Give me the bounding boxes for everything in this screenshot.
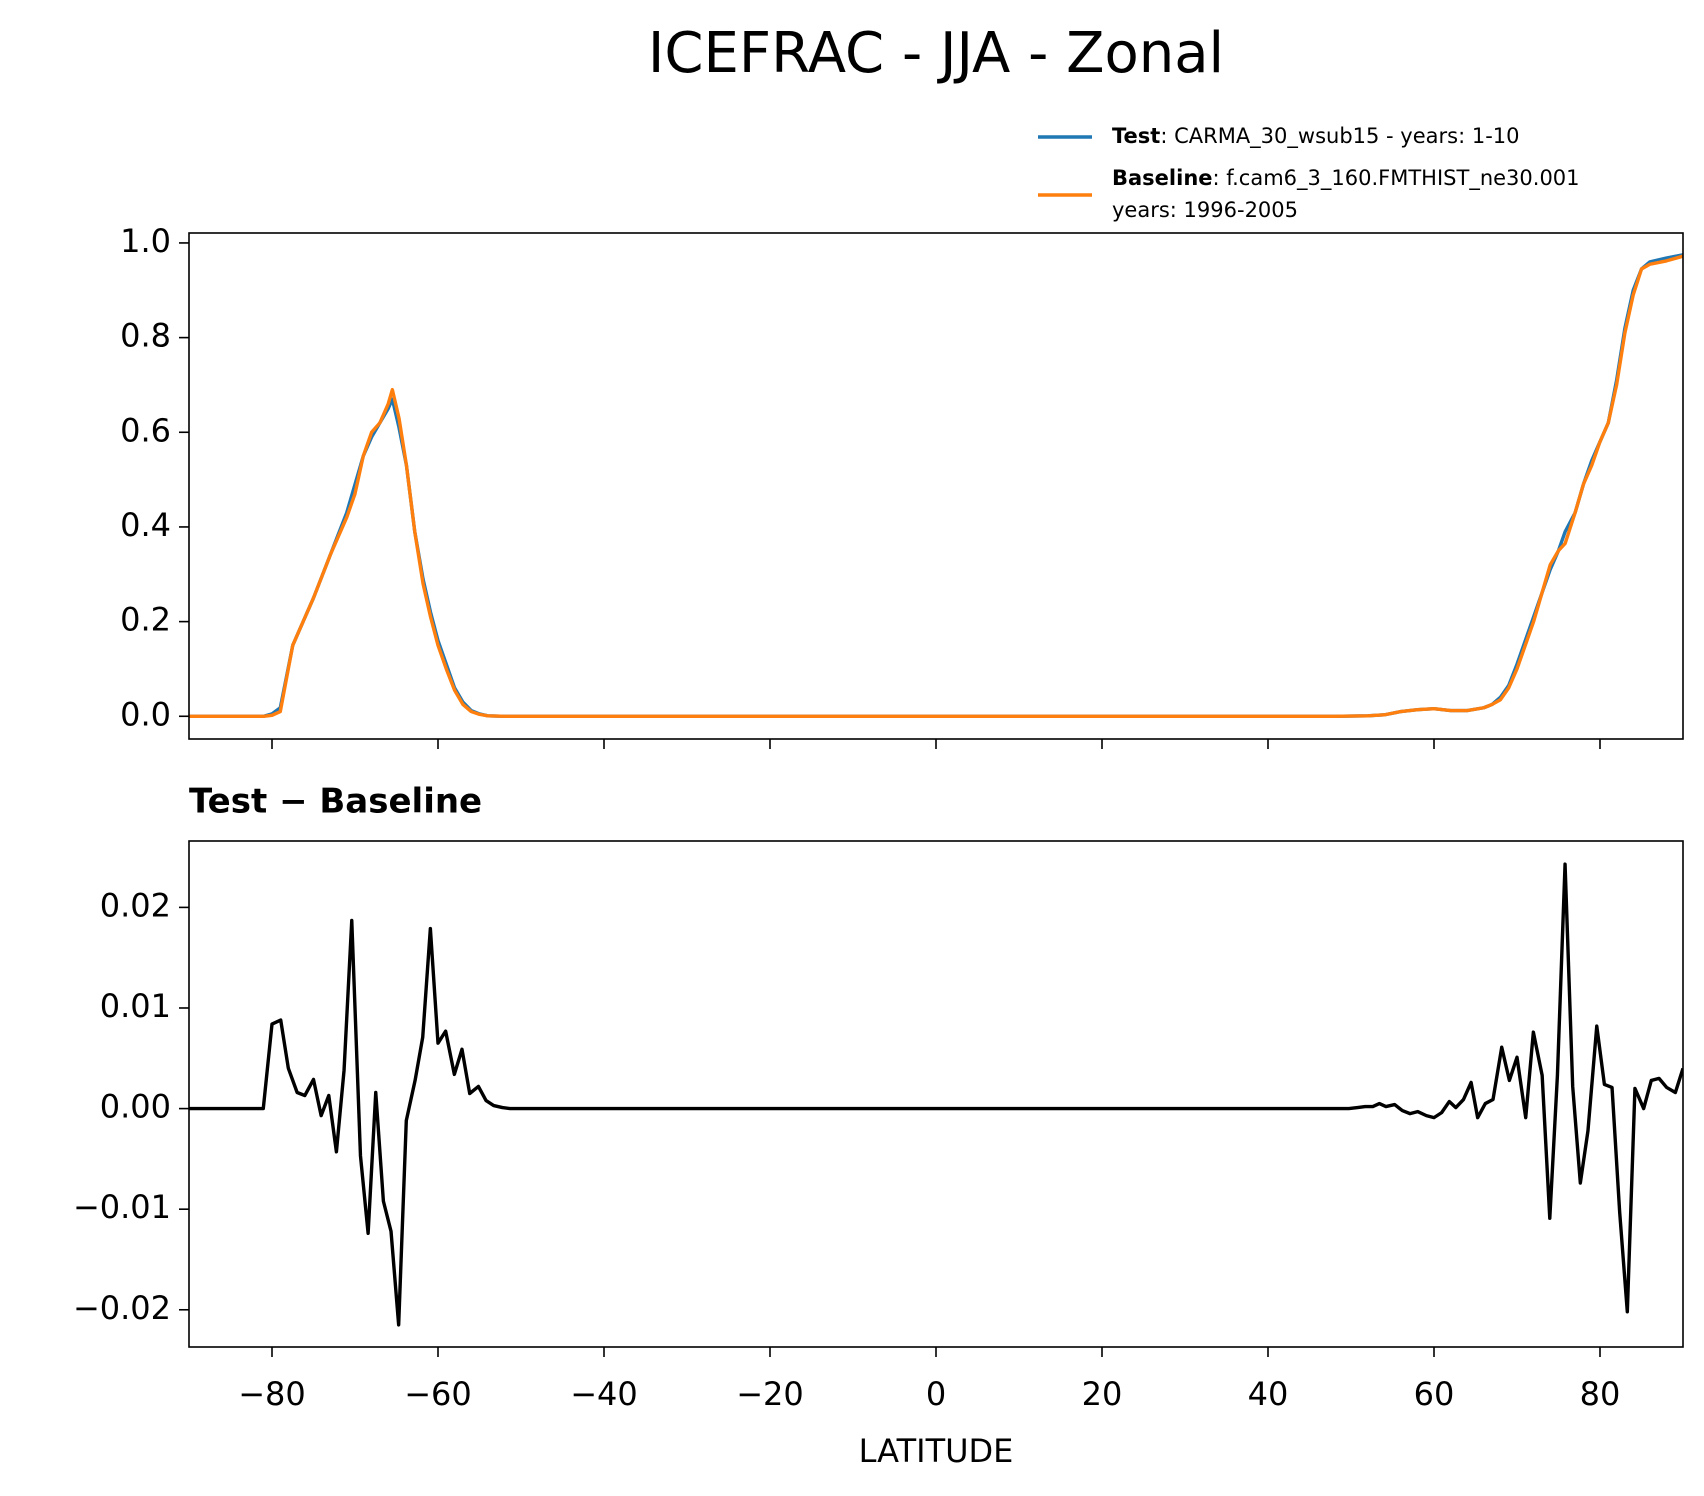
y-tick-label: 0.02 <box>100 886 171 924</box>
subplot-title: Test − Baseline <box>189 782 482 822</box>
y-tick-label: 0.8 <box>120 317 171 355</box>
plot-area <box>189 253 1683 718</box>
x-axis-label: LATITUDE <box>859 1432 1014 1470</box>
x-tick-label: 80 <box>1580 1375 1621 1413</box>
y-tick-label: −0.02 <box>73 1289 171 1327</box>
x-tick-label: 0 <box>926 1375 946 1413</box>
y-tick-label: 0.4 <box>120 506 171 544</box>
axes-frame <box>188 840 1684 1348</box>
y-tick-label: 0.6 <box>120 411 171 449</box>
legend-name: Test <box>1112 124 1160 148</box>
axes-frame <box>188 232 1684 740</box>
x-tick-label: 20 <box>1082 1375 1123 1413</box>
legend-label-2: years: 1996-2005 <box>1112 198 1298 222</box>
legend-entry: Test: CARMA_30_wsub15 - years: 1-10 <box>1112 124 1520 149</box>
plot-area <box>189 862 1683 1327</box>
data-line <box>189 862 1683 1327</box>
y-tick-label: 0.00 <box>100 1088 171 1126</box>
data-line <box>189 253 1683 718</box>
x-tick-label: −60 <box>404 1375 472 1413</box>
legend-name: Baseline <box>1112 166 1213 190</box>
legend-label: : CARMA_30_wsub15 - years: 1-10 <box>1160 124 1519 149</box>
x-tick-label: −80 <box>238 1375 306 1413</box>
y-tick-label: 0.0 <box>120 695 171 733</box>
y-tick-label: 1.0 <box>120 222 171 260</box>
y-tick-label: −0.01 <box>73 1188 171 1226</box>
legend-entry: Baseline: f.cam6_3_160.FMTHIST_ne30.001 <box>1112 166 1580 191</box>
legend-label: : f.cam6_3_160.FMTHIST_ne30.001 <box>1213 166 1580 191</box>
x-tick-label: 60 <box>1414 1375 1455 1413</box>
y-tick-label: 0.2 <box>120 601 171 639</box>
x-tick-label: −20 <box>736 1375 804 1413</box>
x-tick-label: −40 <box>570 1375 638 1413</box>
data-line <box>189 254 1683 718</box>
y-tick-label: 0.01 <box>100 987 171 1025</box>
chart-title: ICEFRAC - JJA - Zonal <box>648 21 1224 86</box>
x-tick-label: 40 <box>1248 1375 1289 1413</box>
